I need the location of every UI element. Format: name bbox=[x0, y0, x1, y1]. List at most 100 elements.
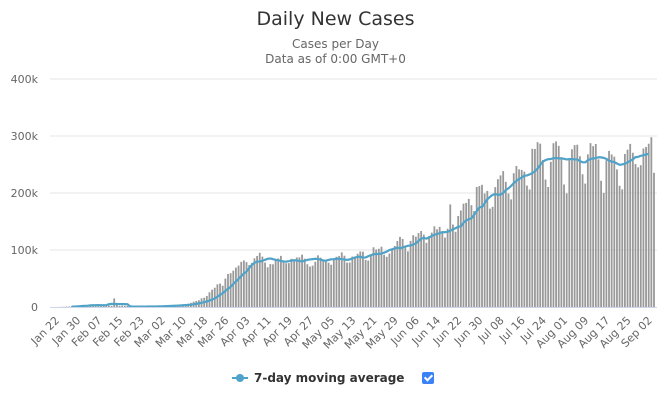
bar bbox=[555, 141, 557, 307]
bar bbox=[377, 248, 380, 307]
bar bbox=[340, 252, 343, 307]
subtitle-line-2: Data as of 0:00 GMT+0 bbox=[265, 52, 406, 66]
bar bbox=[115, 303, 118, 307]
bar bbox=[597, 159, 600, 307]
bar bbox=[351, 256, 354, 307]
bar bbox=[436, 229, 438, 307]
bar bbox=[568, 159, 571, 307]
bar bbox=[375, 249, 378, 307]
bar bbox=[494, 187, 497, 307]
bar bbox=[496, 179, 499, 307]
bar bbox=[642, 148, 645, 307]
bar bbox=[407, 251, 409, 307]
bar bbox=[626, 149, 629, 307]
bar bbox=[399, 236, 401, 307]
bar bbox=[425, 242, 428, 307]
y-tick-label: 200k bbox=[11, 187, 39, 200]
bar bbox=[309, 266, 311, 307]
bar bbox=[481, 184, 483, 307]
bar bbox=[629, 143, 632, 307]
bar bbox=[221, 285, 224, 307]
bar bbox=[478, 186, 481, 307]
bar bbox=[467, 198, 470, 307]
bar bbox=[261, 256, 264, 307]
bar bbox=[457, 216, 460, 307]
bar bbox=[531, 148, 534, 307]
bar bbox=[412, 235, 415, 307]
bar bbox=[367, 260, 370, 307]
bar bbox=[393, 246, 396, 307]
bar bbox=[322, 260, 325, 307]
bar bbox=[465, 202, 468, 307]
bar bbox=[369, 255, 372, 307]
bar bbox=[634, 163, 637, 307]
bar bbox=[444, 237, 446, 307]
bar bbox=[388, 253, 391, 307]
bar bbox=[404, 247, 407, 307]
bar bbox=[539, 143, 542, 307]
bar bbox=[240, 261, 243, 307]
bar bbox=[235, 267, 237, 307]
bar bbox=[383, 254, 386, 307]
legend-checkbox[interactable] bbox=[422, 372, 435, 384]
bar bbox=[645, 146, 647, 307]
bar bbox=[565, 193, 568, 307]
bar bbox=[647, 143, 650, 307]
bar bbox=[417, 233, 420, 307]
bar bbox=[362, 251, 364, 307]
bar bbox=[409, 240, 412, 307]
bar bbox=[319, 257, 322, 307]
bar bbox=[581, 174, 584, 307]
bar bbox=[462, 203, 465, 307]
bar bbox=[282, 261, 285, 307]
bar bbox=[526, 185, 528, 307]
bar bbox=[269, 264, 272, 307]
bar bbox=[311, 265, 314, 307]
bar bbox=[401, 238, 404, 307]
bar bbox=[605, 160, 608, 307]
bar bbox=[536, 142, 539, 307]
subtitle-line-1: Cases per Day bbox=[292, 37, 379, 51]
bar bbox=[303, 258, 306, 307]
bar bbox=[653, 172, 655, 307]
legend[interactable]: 7-day moving average bbox=[232, 368, 435, 388]
y-tick-label: 400k bbox=[11, 73, 39, 86]
bar bbox=[631, 152, 634, 307]
bar bbox=[552, 143, 555, 307]
bar bbox=[414, 236, 417, 307]
legend-label[interactable]: 7-day moving average bbox=[254, 371, 405, 385]
bar bbox=[224, 278, 227, 307]
y-tick-label: 300k bbox=[11, 130, 39, 143]
bar bbox=[528, 189, 531, 307]
bar bbox=[264, 262, 266, 307]
bar bbox=[459, 210, 462, 307]
bar bbox=[454, 231, 457, 307]
bar bbox=[256, 256, 258, 307]
bar bbox=[108, 305, 110, 307]
bar bbox=[422, 234, 425, 307]
bar bbox=[330, 264, 333, 307]
bar bbox=[314, 261, 317, 307]
bar bbox=[560, 157, 563, 307]
bar bbox=[650, 137, 653, 307]
bar bbox=[245, 262, 248, 307]
bar bbox=[211, 289, 214, 307]
bar bbox=[126, 305, 129, 307]
bar-series bbox=[55, 137, 655, 308]
bar bbox=[123, 305, 126, 307]
bar bbox=[544, 179, 547, 307]
bar bbox=[541, 160, 544, 307]
bar bbox=[253, 258, 256, 307]
bar bbox=[227, 273, 229, 307]
bar bbox=[121, 305, 124, 307]
bar bbox=[616, 169, 618, 307]
bar bbox=[348, 262, 351, 307]
bar bbox=[502, 171, 505, 307]
bar bbox=[594, 143, 597, 307]
bar bbox=[486, 190, 489, 307]
bar bbox=[449, 204, 452, 307]
bar bbox=[618, 185, 621, 307]
bar bbox=[324, 261, 327, 307]
bar bbox=[372, 247, 375, 307]
